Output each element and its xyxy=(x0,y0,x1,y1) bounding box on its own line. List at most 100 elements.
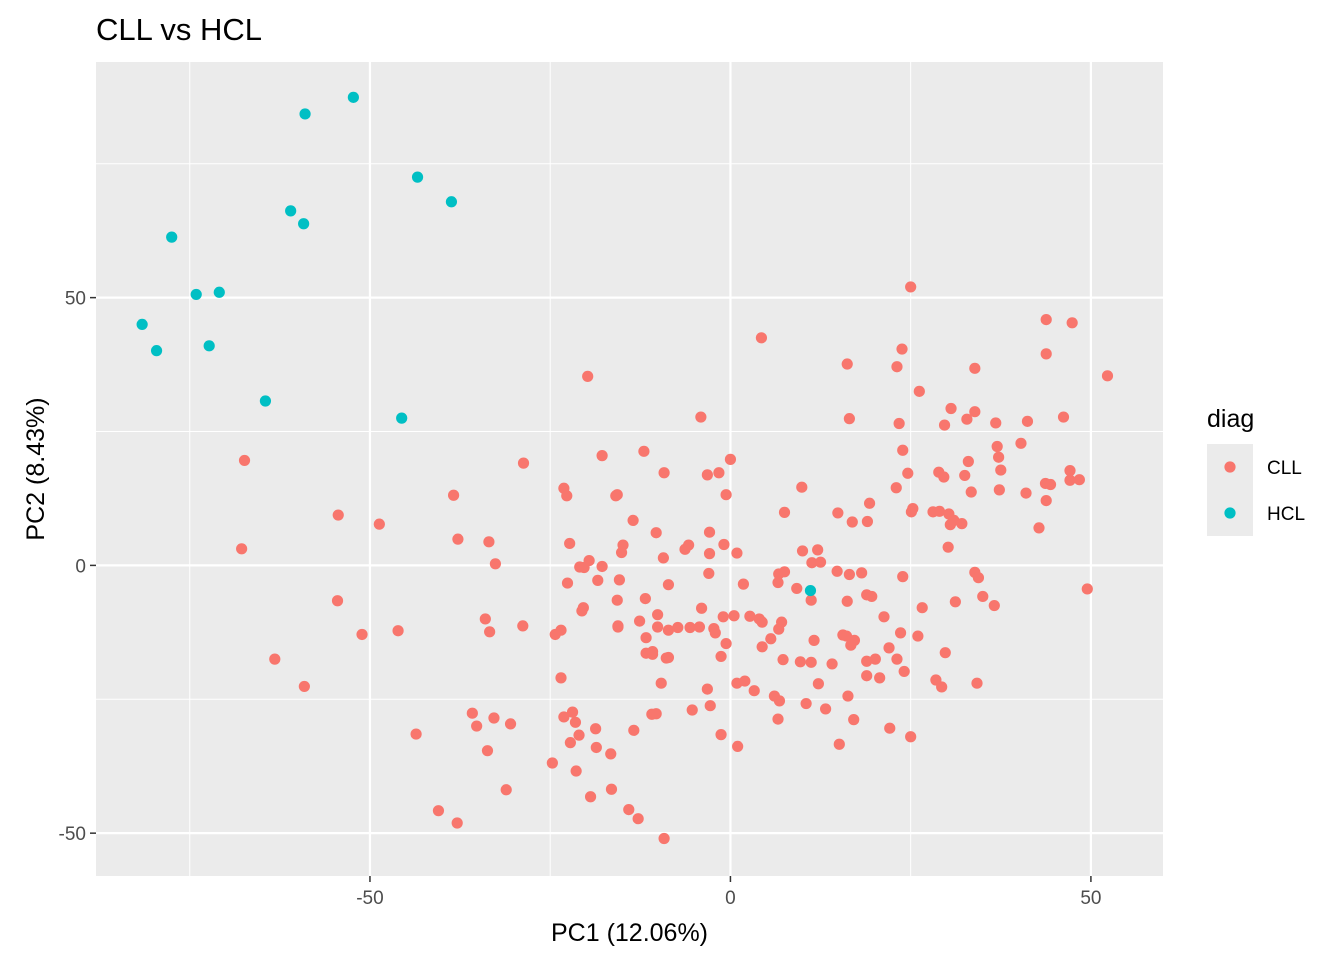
cll-point xyxy=(1101,370,1114,382)
cll-point xyxy=(912,630,924,642)
cll-point xyxy=(791,582,803,595)
cll-point xyxy=(569,716,582,728)
chart-title: CLL vs HCL xyxy=(96,12,262,47)
cll-point xyxy=(846,516,858,528)
x-tick-label: -50 xyxy=(356,888,383,909)
cll-point xyxy=(639,592,651,605)
cll-point xyxy=(546,757,558,769)
hcl-point xyxy=(285,205,297,217)
cll-point xyxy=(500,784,512,796)
cll-point xyxy=(1081,583,1093,595)
cll-point xyxy=(488,712,500,724)
cll-point xyxy=(1033,522,1045,534)
cll-point xyxy=(890,482,902,494)
cll-point xyxy=(489,558,502,570)
cll-point xyxy=(1064,474,1076,486)
cll-point xyxy=(777,654,789,666)
hcl-point xyxy=(298,218,310,230)
cll-point xyxy=(561,577,574,589)
cll-point xyxy=(933,505,946,517)
cll-point xyxy=(590,723,602,735)
cll-point xyxy=(744,610,756,622)
cll-point xyxy=(794,656,806,668)
cll-point xyxy=(564,737,576,749)
cll-point xyxy=(451,817,463,829)
cll-point xyxy=(814,556,827,568)
cll-point xyxy=(686,704,698,716)
cll-point xyxy=(331,595,344,607)
cll-point xyxy=(861,655,873,667)
hcl-point xyxy=(259,395,272,407)
cll-point xyxy=(896,343,908,355)
hcl-point xyxy=(166,231,178,243)
cll-point xyxy=(993,484,1005,496)
cll-point xyxy=(703,567,715,580)
cll-point xyxy=(902,467,914,479)
cll-point xyxy=(773,623,785,635)
cll-point xyxy=(632,813,644,825)
cll-point xyxy=(1020,487,1032,499)
cll-point xyxy=(972,572,985,584)
cll-point xyxy=(805,594,817,606)
cll-point xyxy=(841,595,853,607)
y-axis-ticks: -50 0 50 xyxy=(59,289,96,845)
cll-point xyxy=(832,507,844,519)
cll-point xyxy=(945,402,957,415)
cll-point xyxy=(517,620,529,632)
cll-point xyxy=(573,729,585,741)
hcl-point xyxy=(445,196,458,208)
cll-point xyxy=(695,602,708,614)
cll-point xyxy=(732,740,744,753)
cll-point xyxy=(658,832,670,845)
cll-point xyxy=(856,567,868,579)
cll-point xyxy=(905,731,917,743)
cll-point xyxy=(962,455,974,468)
cll-point xyxy=(638,445,650,457)
cll-point xyxy=(728,610,740,622)
cll-point xyxy=(695,411,707,423)
cll-point xyxy=(628,724,640,736)
cll-point xyxy=(582,370,594,382)
cll-point xyxy=(238,454,251,467)
y-tick-label: 50 xyxy=(65,289,86,310)
cll-point xyxy=(561,490,573,502)
cll-point xyxy=(891,361,903,373)
cll-point xyxy=(504,718,517,730)
cll-point xyxy=(949,596,961,608)
cll-point xyxy=(805,656,817,668)
cll-point xyxy=(800,697,812,710)
cll-point xyxy=(577,602,589,614)
cll-point xyxy=(484,626,496,638)
hcl-point xyxy=(804,584,817,597)
cll-point xyxy=(819,703,832,715)
cll-point xyxy=(897,444,909,456)
cll-point xyxy=(826,658,838,670)
cll-point xyxy=(1040,494,1052,507)
cll-point xyxy=(944,519,956,531)
cll-point xyxy=(517,457,530,469)
cll-point xyxy=(703,548,716,560)
y-tick-label: -50 xyxy=(59,824,86,845)
cll-point xyxy=(894,627,907,639)
legend-title: diag xyxy=(1207,405,1254,433)
cll-point xyxy=(613,574,626,586)
hcl-point xyxy=(213,286,225,298)
cll-point xyxy=(778,506,791,518)
cll-point xyxy=(640,632,652,644)
hcl-point xyxy=(203,340,215,352)
cll-point xyxy=(373,518,385,530)
cll-point xyxy=(713,467,725,479)
legend-label-cll: CLL xyxy=(1267,458,1302,479)
cll-point xyxy=(298,680,310,693)
cll-point xyxy=(717,611,729,623)
cll-point xyxy=(1073,474,1085,486)
cll-point xyxy=(772,713,784,725)
plot-panel xyxy=(96,62,1163,876)
cll-point xyxy=(1040,313,1052,326)
cll-point xyxy=(977,590,989,603)
cll-point xyxy=(773,695,786,707)
cll-point xyxy=(611,594,623,606)
data-points xyxy=(136,91,1114,845)
cll-point xyxy=(715,729,727,741)
cll-point xyxy=(483,536,495,548)
